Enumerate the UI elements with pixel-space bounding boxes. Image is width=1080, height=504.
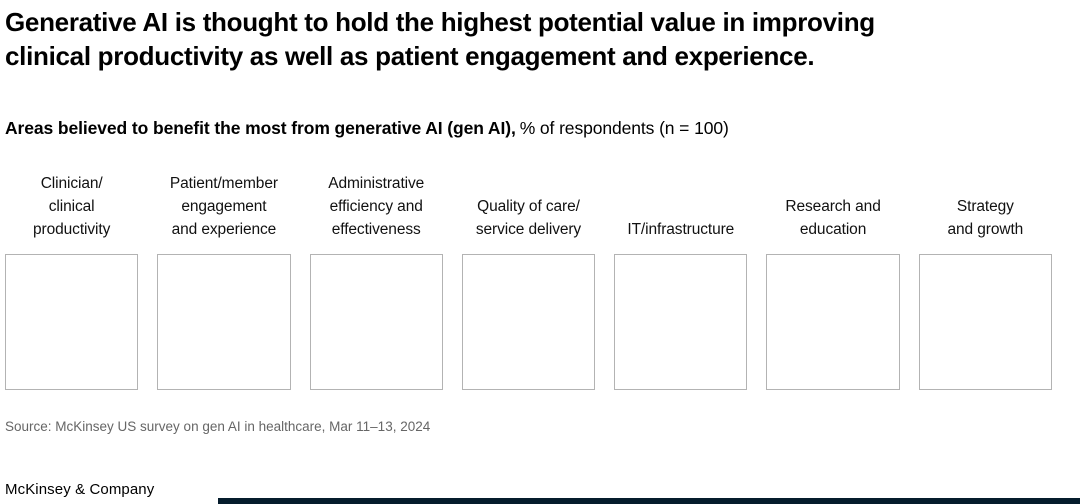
chart-box-research-and-education [766, 254, 900, 390]
column-header-line: effectiveness [331, 221, 421, 238]
page-title-line: clinical productivity as well as patient… [5, 41, 815, 71]
column-header-line: Administrative [328, 175, 425, 192]
chart-box-patient-member-engagement [157, 254, 291, 390]
column-header-line: clinical [48, 198, 95, 215]
chart-box-strategy-and-growth [918, 254, 1052, 390]
column-header-line: engagement [181, 198, 267, 215]
column-header-line: Quality of care/ [477, 198, 580, 215]
chart-columns: Clinician/ clinical productivity Patient… [5, 165, 1052, 390]
bottom-bar [218, 498, 1080, 504]
column-header-patient-member-engagement: Patient/member engagement and experience [157, 165, 290, 241]
chart-box-administrative-efficiency [309, 254, 443, 390]
chart-box-quality-of-care [461, 254, 596, 390]
chart-subtitle: Areas believed to benefit the most from … [5, 117, 729, 139]
column-header-line: education [799, 221, 867, 238]
column-header-line: Patient/member [169, 175, 278, 192]
column-header-quality-of-care: Quality of care/ service delivery [462, 165, 595, 241]
column-header-line: service delivery [475, 221, 582, 238]
column-header-line: Strategy [956, 198, 1014, 215]
column-header-line: efficiency and [329, 198, 423, 215]
column-header-administrative-efficiency: Administrative efficiency and effectiven… [310, 165, 443, 241]
chart-box-it-infrastructure [614, 254, 748, 390]
mckinsey-wordmark: McKinsey & Company [5, 481, 155, 498]
column-header-line: and experience [171, 221, 277, 238]
column-header-line: productivity [33, 221, 111, 238]
column-header-line: Research and [785, 198, 881, 215]
column-header-line: IT/infrastructure [627, 221, 735, 238]
column-header-it-infrastructure: IT/infrastructure [614, 165, 747, 241]
column-header-clinician-clinical-productivity: Clinician/ clinical productivity [5, 165, 138, 241]
chart-subtitle-regular: % of respondents (n = 100) [519, 118, 729, 138]
column-header-research-and-education: Research and education [766, 165, 899, 241]
column-header-line: Clinician/ [40, 175, 103, 192]
column-header-strategy-and-growth: Strategy and growth [919, 165, 1052, 241]
source-note: Source: McKinsey US survey on gen AI in … [5, 419, 431, 434]
column-header-line: and growth [947, 221, 1024, 238]
page-title-line: Generative AI is thought to hold the hig… [5, 7, 875, 37]
chart-box-clinician-clinical-productivity [5, 254, 139, 390]
page-title: Generative AI is thought to hold the hig… [5, 5, 875, 73]
chart-subtitle-bold: Areas believed to benefit the most from … [5, 118, 516, 138]
